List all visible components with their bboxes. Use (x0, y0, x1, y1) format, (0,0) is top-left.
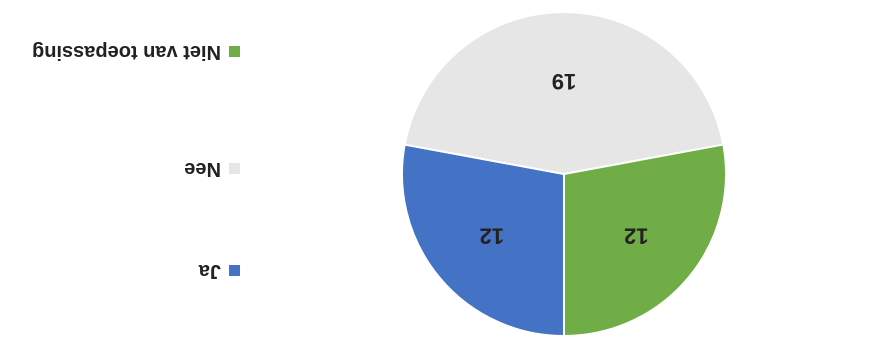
legend-swatch-niet-van-toepassing (229, 46, 240, 57)
legend-label-niet-van-toepassing: Niet van toepassing (32, 41, 221, 63)
legend-item-niet-van-toepassing: Niet van toepassing (32, 40, 240, 63)
data-label-niet-van-toepassing: 12 (624, 223, 648, 248)
legend: Ja Nee Niet van toepassing (4, 0, 254, 342)
legend-label-ja: Ja (198, 260, 221, 282)
legend-label-nee: Nee (184, 158, 221, 180)
pie-slice-nee (403, 11, 725, 176)
legend-item-nee: Nee (184, 157, 240, 180)
pie-slice-ja (401, 143, 565, 338)
data-label-nee: 19 (552, 69, 576, 94)
pie-slice-niet-van-toepassing (563, 143, 727, 338)
legend-swatch-nee (229, 163, 240, 174)
legend-item-ja: Ja (199, 259, 240, 282)
data-label-ja: 12 (480, 223, 504, 248)
legend-swatch-ja (229, 265, 240, 276)
